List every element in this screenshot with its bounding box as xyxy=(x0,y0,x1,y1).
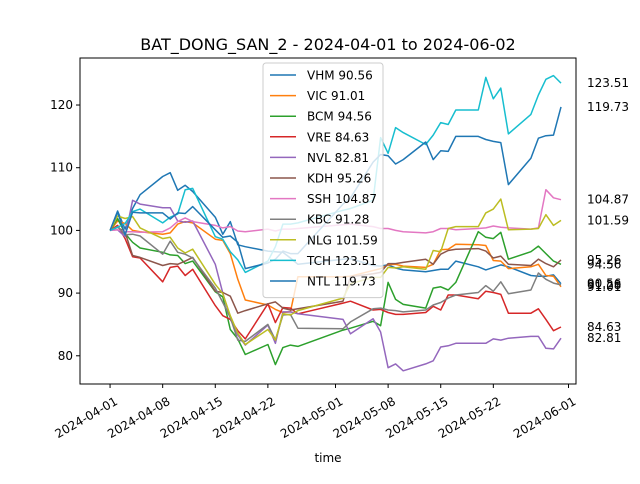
end-label-kbc: 91.28 xyxy=(587,278,621,292)
legend-entry-nvl: NVL 82.81 xyxy=(307,151,369,165)
legend-box xyxy=(262,62,384,299)
end-label-tch: 123.51 xyxy=(587,76,629,90)
end-label-vhm: 90.56 xyxy=(587,277,621,291)
y-tick-label: 120 xyxy=(50,98,73,112)
series-line-kbc xyxy=(109,225,562,343)
end-label-nlg: 101.59 xyxy=(587,213,629,227)
legend-entry-tch: TCH 123.51 xyxy=(306,254,377,268)
end-label-kdh: 95.26 xyxy=(587,253,621,267)
end-label-ntl: 119.73 xyxy=(587,100,629,114)
end-label-nvl: 82.81 xyxy=(587,331,621,345)
legend-entry-kbc: KBC 91.28 xyxy=(307,213,369,227)
series-line-nvl xyxy=(110,199,562,372)
x-axis-label: time xyxy=(314,451,341,465)
legend: VHM 90.56 VIC 91.01 BCM 94.56 VRE 84.63 NVL … xyxy=(262,62,384,299)
end-label-ssh: 104.87 xyxy=(587,193,629,207)
legend-entry-vhm: VHM 90.56 xyxy=(307,69,373,83)
legend-entry-bcm: BCM 94.56 xyxy=(307,110,372,124)
y-tick-label: 110 xyxy=(50,161,73,175)
series-line-bcm xyxy=(109,217,562,366)
legend-entry-kdh: KDH 95.26 xyxy=(307,172,371,186)
plot-frame xyxy=(79,57,577,385)
legend-entry-vre: VRE 84.63 xyxy=(307,130,369,144)
y-tick-label: 100 xyxy=(50,223,73,237)
y-tick-label: 80 xyxy=(58,349,73,363)
y-tick-label: 90 xyxy=(58,286,73,300)
chart-title: BAT_DONG_SAN_2 - 2024-04-01 to 2024-06-0… xyxy=(140,35,515,55)
end-label-bcm: 94.56 xyxy=(587,257,621,271)
legend-entry-nlg: NLG 101.59 xyxy=(307,233,378,247)
series-line-vre xyxy=(109,224,562,340)
legend-entry-ntl: NTL 119.73 xyxy=(307,275,376,289)
legend-entry-ssh: SSH 104.87 xyxy=(307,192,377,206)
legend-entry-vic: VIC 91.01 xyxy=(307,89,365,103)
end-label-vic: 91.01 xyxy=(587,280,621,294)
end-label-vre: 84.63 xyxy=(587,320,621,334)
